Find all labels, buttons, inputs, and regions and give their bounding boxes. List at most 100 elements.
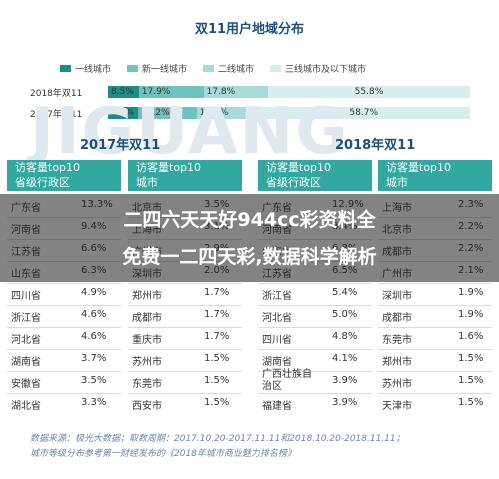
province-2017-name: 湖北省 [11,401,41,412]
legend-label-tier1: 一线城市 [75,65,112,75]
city-2017-value: 1.5% [204,353,230,364]
year-heading-2018: 2018年双11 [335,138,416,153]
row-divider [378,371,492,372]
city-2018-name: 郑州市 [382,357,412,368]
row-divider [258,349,372,350]
city-2018-value: 1.5% [458,397,484,408]
watermark: JIGUANG [30,95,350,169]
province-2018-value: 3.9% [332,397,358,408]
row-divider [7,327,121,328]
province-2017-value: 4.6% [81,309,107,320]
bar-segment: 55.8% [267,86,470,98]
city-2017-value: 1.7% [204,331,230,342]
city-2017-name: 东莞市 [132,379,162,390]
row-divider [378,393,492,394]
city-2018-value: 1.5% [458,375,484,386]
bar-label-2018: 2018年双11 [30,89,83,99]
overlay-banner [0,194,499,282]
row-divider [128,393,242,394]
city-2018-name: 东莞市 [382,335,412,346]
row-divider [378,283,492,284]
bar-label-2017: 2017年双11 [30,110,83,120]
city-2017-name: 苏州市 [132,357,162,368]
legend-item-newtier1: 新一线城市 [127,62,187,75]
province-2017-name: 湖南省 [11,357,41,368]
legend-label-tier2: 二线城市 [218,65,255,75]
province-2018-name: 河北省 [262,313,292,324]
province-2018-name: 福建省 [262,401,292,412]
bar-segment: 17.9% [138,86,204,98]
province-2018-value: 5.0% [332,309,358,320]
province-2018-name: 浙江省 [262,291,292,302]
city-2017-value: 1.5% [204,375,230,386]
header-line2: 城市 [136,176,158,189]
row-divider [378,305,492,306]
table-2018-province-header: 访客量top10 省级行政区 [258,160,372,191]
legend-label-newtier1: 新一线城市 [142,65,188,75]
row-divider [7,349,121,350]
row-divider [258,327,372,328]
row-divider [258,283,372,284]
city-2018-value: 1.6% [458,331,484,342]
legend-item-tier2: 二线城市 [203,62,254,75]
province-2017-name: 四川省 [11,291,41,302]
province-2018-name: 四川省 [262,335,292,346]
province-2018-value: 5.4% [332,287,358,298]
province-2017-value: 4.6% [81,331,107,342]
legend-item-tier1: 一线城市 [60,62,111,75]
city-2017-value: 1.7% [204,309,230,320]
legend-label-tier3: 三线城市及以下城市 [285,65,367,75]
row-divider [128,283,242,284]
province-2017-name: 浙江省 [11,313,41,324]
province-2018-value: 4.8% [332,331,358,342]
row-divider [258,305,372,306]
city-2018-name: 深圳市 [382,291,412,302]
legend-swatch-tier1 [60,65,71,72]
row-divider [7,283,121,284]
province-2017-value: 4.9% [81,287,107,298]
stacked-bar-2018: 8.5% 17.9% 17.8% 55.8% [108,86,470,98]
legend-swatch-tier2 [203,65,215,72]
province-2018-name: 湖南省 [262,357,292,368]
legend: 一线城市 新一线城市 二线城市 三线城市及以下城市 [60,62,366,75]
header-line2: 省级行政区 [15,176,70,189]
table-2017-province-header: 访客量top10 省级行政区 [7,160,121,191]
city-2018-value: 1.9% [458,309,484,320]
city-2017-value: 1.7% [204,287,230,298]
banner-line-1: 二四六天天好944cc彩资料全 [123,209,376,231]
city-2017-name: 重庆市 [132,335,162,346]
header-line2: 城市 [386,176,408,189]
row-divider [128,305,242,306]
province-2018-value: 3.9% [332,375,358,386]
city-2017-name: 西安市 [132,401,162,412]
bar-segment: 8.3% [108,107,139,119]
chart-title: 双11用户地域分布 [194,22,305,37]
city-2017-value: 1.5% [204,397,230,408]
footnote-line-1: 数据来源：极光大数据；取数周期：2017.10.20-2017.11.11和20… [30,434,405,444]
stacked-bar-2017: 8.3% 16.2% 16.8% 58.7% [108,107,470,119]
banner-line-2: 免费一二四天彩,数据科学解析 [122,246,377,268]
row-divider [7,393,121,394]
province-2017-name: 河北省 [11,335,41,346]
bar-segment: 16.8% [196,107,258,119]
header-line1: 访客量top10 [266,161,332,174]
row-divider [378,349,492,350]
bar-segment: 16.2% [138,107,197,119]
city-2018-name: 天津市 [382,401,412,412]
city-2017-name: 成都市 [132,313,162,324]
header-line1: 访客量top10 [386,161,452,174]
row-divider [128,349,242,350]
city-2017-name: 郑州市 [132,291,162,302]
table-2017-city-header: 访客量top10 城市 [128,160,242,191]
legend-swatch-newtier1 [127,65,139,72]
legend-item-tier3: 三线城市及以下城市 [270,62,366,75]
header-line2: 省级行政区 [266,176,321,189]
province-2017-value: 3.5% [81,375,107,386]
province-2017-name: 安徽省 [11,379,41,390]
row-divider [7,371,121,372]
bar-segment: 58.7% [257,107,470,119]
city-2018-value: 1.9% [458,287,484,298]
footnote-line-2: 城市等级分布参考第一财经发布的《2018年城市商业魅力排名榜》 [30,449,296,459]
header-line1: 访客量top10 [136,161,202,174]
city-2018-name: 苏州市 [382,379,412,390]
